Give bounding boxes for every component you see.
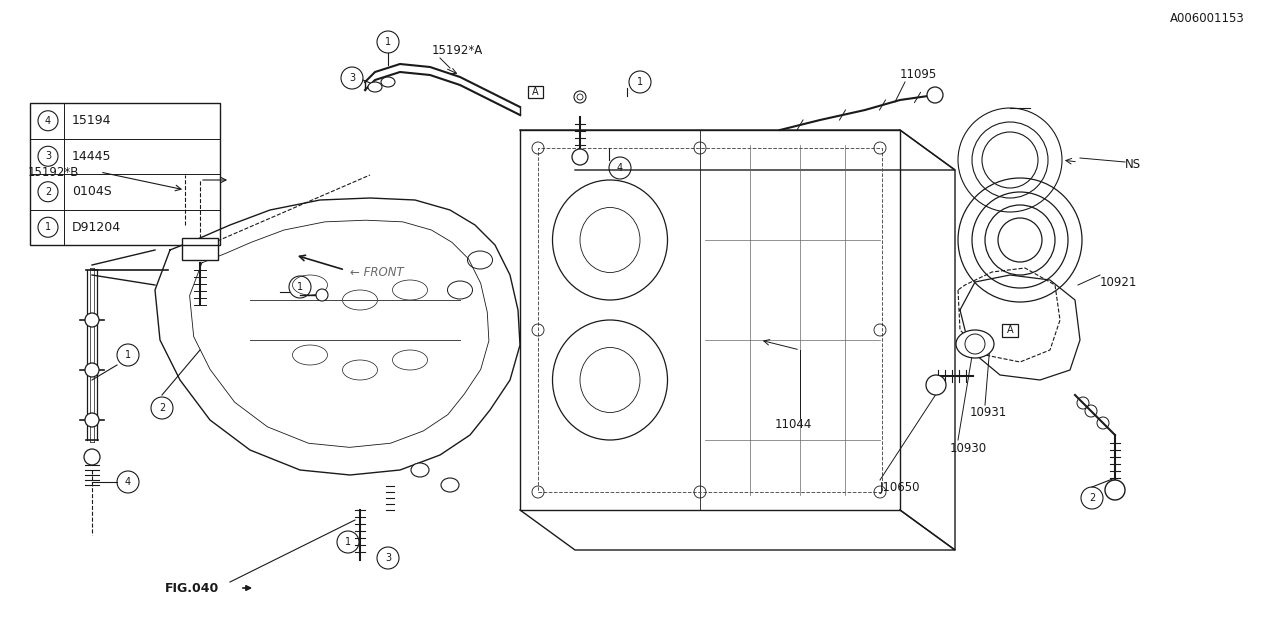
Text: 15192*B: 15192*B xyxy=(28,166,79,179)
Bar xyxy=(182,238,218,260)
Circle shape xyxy=(1105,480,1125,500)
Text: 4: 4 xyxy=(617,163,623,173)
Bar xyxy=(1002,323,1018,337)
Text: 1: 1 xyxy=(125,350,131,360)
Text: ← FRONT: ← FRONT xyxy=(349,266,403,278)
Text: 4: 4 xyxy=(125,477,131,487)
Text: 10930: 10930 xyxy=(950,442,987,454)
Text: 3: 3 xyxy=(45,151,51,161)
Text: 1: 1 xyxy=(637,77,643,87)
Text: A: A xyxy=(1006,325,1014,335)
Text: 0104S: 0104S xyxy=(72,185,111,198)
Text: 10931: 10931 xyxy=(970,406,1007,419)
Text: A006001153: A006001153 xyxy=(1170,12,1245,24)
Ellipse shape xyxy=(411,463,429,477)
Bar xyxy=(527,86,543,98)
Ellipse shape xyxy=(442,478,460,492)
Text: 2: 2 xyxy=(45,187,51,196)
Circle shape xyxy=(925,375,946,395)
Text: FIG.040: FIG.040 xyxy=(165,582,219,595)
Text: 3: 3 xyxy=(385,553,392,563)
Circle shape xyxy=(572,149,588,165)
Text: 15194: 15194 xyxy=(72,115,111,127)
Bar xyxy=(29,103,220,245)
Text: 1: 1 xyxy=(385,37,392,47)
Text: 4: 4 xyxy=(45,116,51,125)
Text: J10650: J10650 xyxy=(881,481,920,495)
Circle shape xyxy=(84,449,100,465)
Text: 3: 3 xyxy=(349,73,355,83)
Text: 10921: 10921 xyxy=(1100,275,1138,289)
Ellipse shape xyxy=(956,330,995,358)
Ellipse shape xyxy=(381,77,396,87)
Circle shape xyxy=(84,313,99,327)
Text: 1: 1 xyxy=(45,222,51,232)
Text: 15192*A: 15192*A xyxy=(433,44,484,56)
Text: 2: 2 xyxy=(1089,493,1096,503)
Text: 11044: 11044 xyxy=(774,419,813,431)
Text: 2: 2 xyxy=(159,403,165,413)
Text: NS: NS xyxy=(1125,159,1142,172)
Ellipse shape xyxy=(369,82,381,92)
Text: A: A xyxy=(531,87,539,97)
Text: 14445: 14445 xyxy=(72,150,111,163)
Circle shape xyxy=(316,289,328,301)
Circle shape xyxy=(84,363,99,377)
Text: 11095: 11095 xyxy=(900,68,937,81)
Text: 1: 1 xyxy=(297,282,303,292)
Text: D91204: D91204 xyxy=(72,221,122,234)
Circle shape xyxy=(927,87,943,103)
Circle shape xyxy=(84,413,99,427)
Text: 1: 1 xyxy=(344,537,351,547)
